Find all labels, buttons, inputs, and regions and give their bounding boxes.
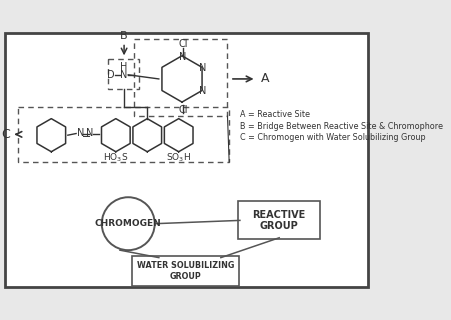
Text: A = Reactive Site: A = Reactive Site — [240, 110, 310, 119]
FancyBboxPatch shape — [238, 201, 320, 239]
FancyBboxPatch shape — [132, 256, 239, 286]
Text: B = Bridge Between Reactive Site & Chromophore: B = Bridge Between Reactive Site & Chrom… — [240, 122, 443, 131]
Text: B: B — [120, 31, 128, 41]
Text: WATER SOLUBILIZING
GROUP: WATER SOLUBILIZING GROUP — [137, 261, 235, 281]
Text: H: H — [120, 61, 128, 71]
Text: Cl: Cl — [178, 105, 188, 115]
FancyBboxPatch shape — [5, 33, 368, 287]
Text: A: A — [261, 72, 269, 85]
Text: N: N — [87, 128, 94, 138]
Text: C = Chromogen with Water Solubilizing Group: C = Chromogen with Water Solubilizing Gr… — [240, 133, 426, 142]
Text: CHROMOGEN: CHROMOGEN — [95, 219, 161, 228]
Text: Cl: Cl — [178, 39, 188, 49]
Text: N: N — [199, 86, 207, 96]
Text: HO$_3$S: HO$_3$S — [103, 152, 129, 164]
Text: C: C — [1, 128, 10, 141]
Text: REACTIVE
GROUP: REACTIVE GROUP — [253, 210, 306, 231]
Text: N: N — [120, 70, 128, 80]
Text: SO$_3$H: SO$_3$H — [166, 152, 191, 164]
Text: D: D — [107, 70, 115, 80]
Text: N: N — [179, 52, 187, 62]
Text: N: N — [77, 128, 84, 138]
Text: N: N — [199, 63, 207, 73]
